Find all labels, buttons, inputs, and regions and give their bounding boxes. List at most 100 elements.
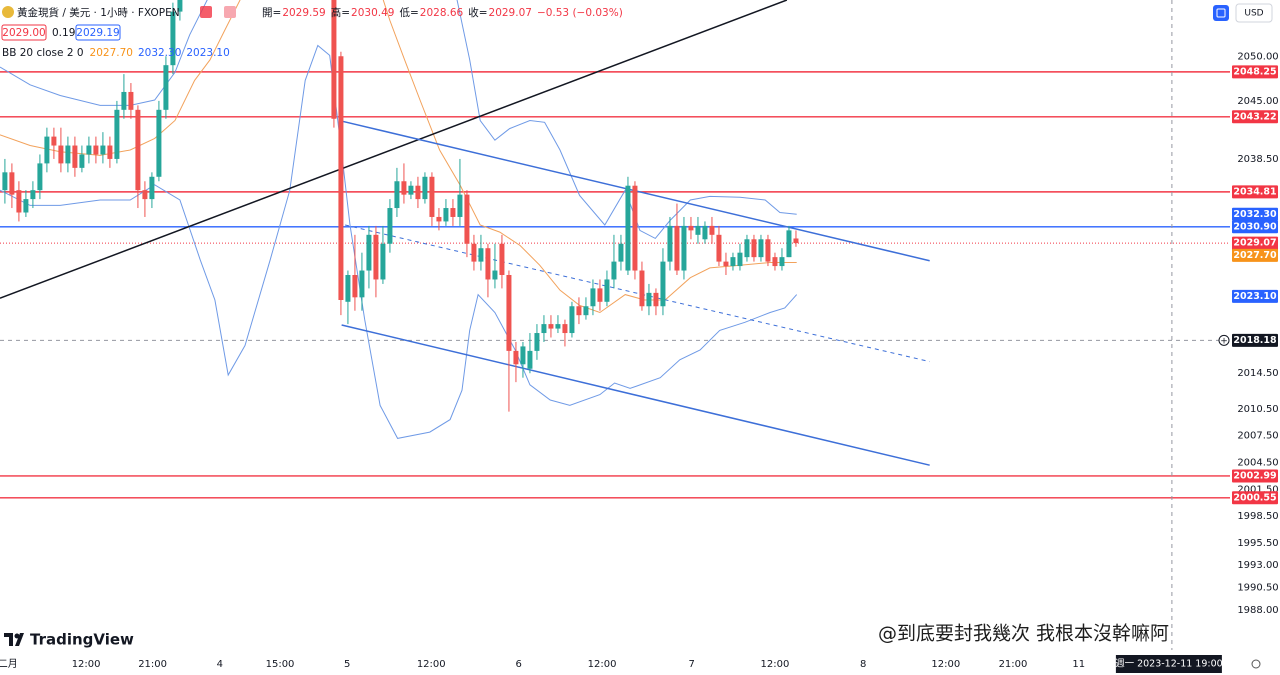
price-label: 2043.22 xyxy=(1233,111,1276,122)
band-line xyxy=(0,44,798,439)
x-tick-label: 12:00 xyxy=(417,659,446,670)
candle-body xyxy=(93,145,99,155)
candle-body xyxy=(401,181,407,195)
x-tick-label: 12:00 xyxy=(588,659,617,670)
x-tick-label: 7 xyxy=(688,659,694,670)
icon-button[interactable] xyxy=(200,6,212,18)
candle-body xyxy=(2,172,8,191)
crosshair-time: 週一 2023-12-11 19:00 xyxy=(1115,658,1223,670)
price-label-box xyxy=(1232,220,1278,234)
candle-body xyxy=(786,230,792,258)
x-tick-label: 15:00 xyxy=(266,659,295,670)
candle-body xyxy=(751,239,757,258)
x-tick-label: 11 xyxy=(1072,659,1085,670)
candle-body xyxy=(464,194,470,244)
crosshair-time-box xyxy=(1115,655,1222,673)
candle-body xyxy=(681,225,687,271)
candle-body xyxy=(632,185,638,271)
candle-body xyxy=(765,239,771,262)
y-tick-label: 1990.50 xyxy=(1237,583,1278,594)
candle-body xyxy=(373,234,379,280)
candle-body xyxy=(352,275,358,298)
candle-body xyxy=(730,257,736,267)
change: −0.53 (−0.03%) xyxy=(537,7,623,19)
price-label-box xyxy=(1232,110,1278,124)
candle-body xyxy=(779,257,785,267)
settings-icon[interactable] xyxy=(1251,659,1261,669)
candle-body xyxy=(583,306,589,316)
y-tick-label: 2001.50 xyxy=(1237,484,1278,495)
candle-body xyxy=(128,91,134,110)
plot-area xyxy=(0,0,1230,650)
ohlc-value: 2030.49 xyxy=(351,7,394,19)
ohlc-label: 開= xyxy=(262,7,281,19)
symbol: 黃金現貨 / 美元 · 1小時 · FXOPEN xyxy=(17,6,180,19)
price-label: 2002.99 xyxy=(1233,470,1276,481)
watermark: TradingView xyxy=(30,631,134,649)
price-label: 2018.18 xyxy=(1233,335,1277,346)
candle-body xyxy=(114,109,120,159)
ohlc-value: 2028.66 xyxy=(420,7,464,19)
x-tick-label: 8 xyxy=(860,659,866,670)
candle-body xyxy=(485,248,491,280)
price-label: 2027.70 xyxy=(1233,250,1277,261)
y-tick-label: 2050.00 xyxy=(1237,51,1278,62)
candle-body xyxy=(177,0,183,12)
price-label-box xyxy=(1232,207,1278,221)
user-watermark: @到底要封我幾次 我根本沒幹嘛阿 xyxy=(878,623,1169,645)
currency-button[interactable] xyxy=(1235,3,1273,23)
candle-body xyxy=(37,163,43,191)
candle-body xyxy=(170,11,176,66)
candle-body xyxy=(345,275,351,302)
candle-body xyxy=(107,145,113,159)
settings-button[interactable] xyxy=(1213,5,1229,21)
y-tick-label: 2045.00 xyxy=(1237,96,1278,107)
price-label: 2048.25 xyxy=(1233,66,1276,77)
candle-body xyxy=(429,176,435,217)
candle-body xyxy=(555,324,561,329)
candle-body xyxy=(65,145,71,164)
icon-button[interactable] xyxy=(224,6,236,18)
y-tick-label: 1995.50 xyxy=(1237,538,1278,549)
candle-body xyxy=(86,145,92,155)
candle-body xyxy=(478,248,484,262)
x-tick-label: 6 xyxy=(516,659,522,670)
x-tick-label: 12:00 xyxy=(72,659,101,670)
candle-body xyxy=(380,243,386,280)
candle-body xyxy=(471,243,477,262)
crosshair-add-button[interactable] xyxy=(1218,334,1230,346)
candle-body xyxy=(23,199,29,213)
candle-body xyxy=(520,346,526,365)
candle-body xyxy=(772,257,778,267)
candle-body xyxy=(58,145,64,164)
price-label: 2032.30 xyxy=(1233,209,1277,220)
candle-body xyxy=(499,243,505,275)
tv-logo-dot xyxy=(14,633,20,639)
crosshair-add-icon: + xyxy=(1220,336,1228,346)
candle-body xyxy=(156,109,162,177)
currency: USD xyxy=(1244,9,1263,19)
x-tick-label: 21:00 xyxy=(138,659,167,670)
candle-body xyxy=(408,185,414,195)
candle-body xyxy=(415,185,421,200)
ohlc-label: 高= xyxy=(331,6,350,19)
price-label-box xyxy=(1232,469,1278,483)
ohlc-label: 收= xyxy=(468,6,487,19)
candle-body xyxy=(121,91,127,110)
indicator-value: 2032.30 xyxy=(138,47,181,59)
y-tick-label: 1998.50 xyxy=(1237,511,1278,522)
candle-body xyxy=(387,208,393,244)
candle-body xyxy=(569,306,575,334)
candle-body xyxy=(716,234,722,262)
candle-body xyxy=(744,239,750,258)
y-tick-label: 2004.50 xyxy=(1237,458,1278,469)
y-tick-label: 2038.50 xyxy=(1237,154,1278,165)
price-label-box xyxy=(1232,333,1278,347)
candle-body xyxy=(793,238,799,244)
spread: 0.19 xyxy=(52,27,75,39)
bid: 2029.00 xyxy=(2,27,45,39)
symbol-logo xyxy=(2,6,14,18)
overlay: USD TradingView @到底要封我幾次 我根本沒幹嘛阿 xyxy=(2,3,1273,669)
candle-body xyxy=(695,225,701,235)
